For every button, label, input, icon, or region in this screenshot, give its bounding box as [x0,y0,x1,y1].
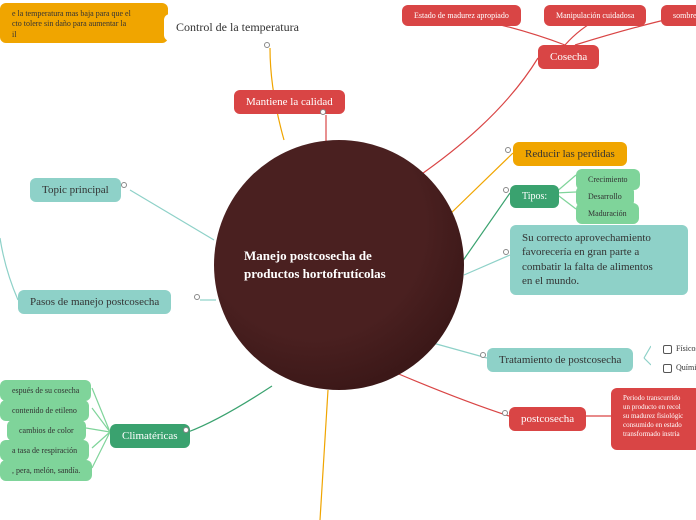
node-label: espués de su cosecha [12,386,79,395]
connector-line [130,190,214,240]
connector-line [320,390,328,520]
connector-line [644,346,651,358]
node-label: Reducir las perdidas [525,148,615,160]
node-label: Maduración [588,209,627,218]
node-label: Químicos [676,363,696,372]
node-tratamiento[interactable]: Tratamiento de postcosecha [487,348,633,372]
node-tasaRespiracion[interactable]: a tasa de respiración [0,440,89,461]
connector-line [86,428,110,432]
connector-line [394,372,509,416]
node-label: Manipulación cuidadosa [556,11,634,20]
anchor-dot [502,410,508,416]
anchor-dot [183,427,189,433]
node-climatericas[interactable]: Climatéricas [110,424,190,448]
central-topic[interactable]: Manejo postcosecha de productos hortofru… [214,140,464,390]
legend-checkbox-icon [663,345,672,354]
node-label: a tasa de respiración [12,446,77,455]
node-label: postcosecha [521,413,574,425]
node-label: Crecimiento [588,175,628,184]
anchor-dot [505,147,511,153]
node-reducirPerdidas[interactable]: Reducir las perdidas [513,142,627,166]
node-label: Su correcto aprovechamientofavorecería e… [522,232,653,287]
node-label: Desarrollo [588,192,622,201]
node-label: Cosecha [550,51,587,63]
node-label: contenido de etileno [12,406,77,415]
node-contenidoEtileno[interactable]: contenido de etileno [0,400,89,421]
node-label: Estado de madurez apropiado [414,11,509,20]
node-periodo[interactable]: Periodo transcurridoun producto en recol… [611,388,696,450]
node-tempNote[interactable]: e la temperatura mas baja para que elcto… [0,3,168,43]
node-label: Control de la temperatura [176,20,299,34]
node-cambiosColor[interactable]: cambios de color [7,420,86,441]
node-label: Tratamiento de postcosecha [499,354,621,366]
anchor-dot [121,182,127,188]
anchor-dot [503,249,509,255]
connector-line [0,238,18,300]
node-pasosManejo[interactable]: Pasos de manejo postcosecha [18,290,171,314]
anchor-dot [194,294,200,300]
node-despuesCosecha[interactable]: espués de su cosecha [0,380,91,401]
connector-line [92,388,110,432]
connector-line [464,255,510,275]
node-label: Físicos [676,344,696,353]
anchor-dot [480,352,486,358]
node-topicPrincipal[interactable]: Topic principal [30,178,121,202]
node-maduracion[interactable]: Maduración [576,203,639,224]
node-tipos[interactable]: Tipos: [510,185,559,208]
anchor-dot [503,187,509,193]
anchor-dot [264,42,270,48]
node-manipulacion[interactable]: Manipulación cuidadosa [544,5,646,26]
node-quimicos[interactable]: Químicos [651,357,696,379]
central-topic-text: Manejo postcosecha de productos hortofru… [244,247,394,283]
node-sombre[interactable]: sombre [661,5,696,26]
connector-line [448,153,513,216]
node-estadoMadurez[interactable]: Estado de madurez apropiado [402,5,521,26]
node-label: e la temperatura mas baja para que elcto… [12,9,131,39]
node-peraMelon[interactable]: , pera, melón, sandía. [0,460,92,481]
node-label: Climatéricas [122,430,178,442]
connector-line [188,386,272,432]
node-label: sombre [673,11,696,20]
node-label: cambios de color [19,426,74,435]
node-label: Periodo transcurridoun producto en recol… [623,394,683,438]
node-label: Tipos: [522,191,547,202]
node-label: Topic principal [42,184,109,196]
anchor-dot [320,109,326,115]
node-controlTemp[interactable]: Control de la temperatura [164,14,311,41]
node-label: Mantiene la calidad [246,96,333,108]
node-label: Pasos de manejo postcosecha [30,296,159,308]
node-postcosecha[interactable]: postcosecha [509,407,586,431]
legend-checkbox-icon [663,364,672,373]
node-aprovechamiento[interactable]: Su correcto aprovechamientofavorecería e… [510,225,688,295]
connector-line [92,432,110,448]
connector-line [92,432,110,468]
connector-line [92,408,110,432]
node-mantieneCalidad[interactable]: Mantiene la calidad [234,90,345,114]
node-label: , pera, melón, sandía. [12,466,80,475]
node-cosecha[interactable]: Cosecha [538,45,599,69]
connector-line [644,358,651,365]
